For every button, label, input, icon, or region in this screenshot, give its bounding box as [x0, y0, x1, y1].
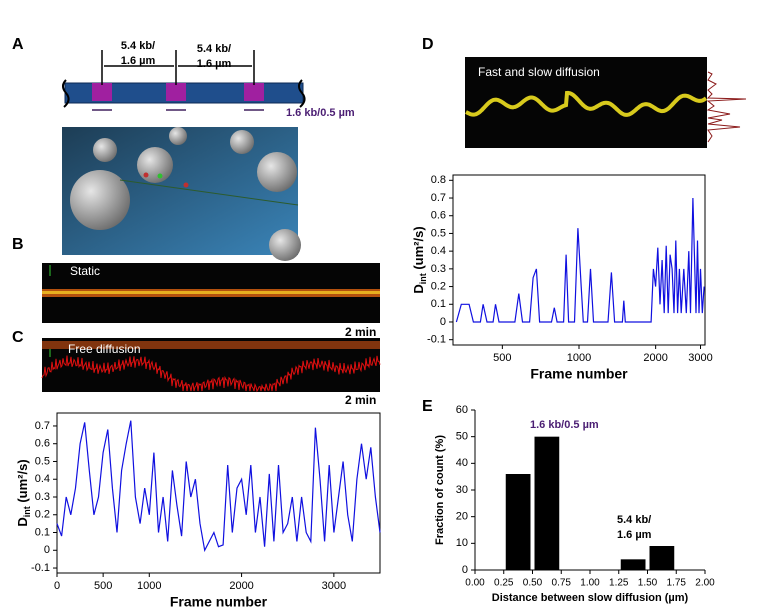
- spacing-label: 1.6 µm: [121, 55, 156, 67]
- x-tick-label: 0.00: [465, 578, 485, 589]
- y-tick-label: 30: [456, 484, 468, 496]
- kymograph-fast-slow: Fast and slow diffusion: [465, 57, 747, 148]
- y-tick-label: 20: [456, 511, 468, 523]
- x-tick-label: 0: [54, 580, 60, 592]
- y-axis-label: Fraction of count (%): [434, 435, 446, 545]
- bar: [534, 436, 560, 570]
- site-label: 1.6 kb/0.5 µm: [286, 107, 355, 119]
- x-tick-label: 1000: [137, 580, 161, 592]
- y-tick-label: 40: [456, 457, 468, 469]
- y-axis-label-main: D: [411, 284, 426, 293]
- x-tick-label: 500: [94, 580, 112, 592]
- panel-label: B: [12, 236, 24, 253]
- panel-label: A: [12, 36, 24, 53]
- x-tick-label: 500: [493, 352, 511, 364]
- y-tick-label: 0: [440, 316, 446, 328]
- x-tick-label: 0.75: [552, 578, 572, 589]
- y-axis-label: Dint (um²/s): [411, 226, 428, 293]
- x-tick-label: 1.50: [638, 578, 658, 589]
- y-tick-label: 0: [462, 564, 468, 576]
- y-axis-label-unit: (um²/s): [411, 226, 426, 273]
- y-axis-label-main: Fraction of count (%): [434, 435, 446, 545]
- panel-label: C: [12, 329, 24, 346]
- kymograph-label: Free diffusion: [68, 342, 141, 356]
- y-tick-label: 0.4: [431, 245, 446, 257]
- kymograph-label: Fast and slow diffusion: [478, 65, 600, 79]
- bar: [620, 559, 646, 570]
- y-axis-label-sub: int: [22, 506, 32, 517]
- y-tick-label: 0.2: [35, 509, 50, 521]
- y-tick-label: 10: [456, 537, 468, 549]
- 3d-render: [62, 127, 301, 261]
- plot-frame: [56, 412, 381, 574]
- y-tick-label: 50: [456, 431, 468, 443]
- y-tick-label: -0.1: [31, 562, 50, 574]
- y-tick-label: 0.4: [35, 473, 50, 485]
- x-tick-label: 1.75: [667, 578, 687, 589]
- x-tick-label: 3000: [688, 352, 712, 364]
- y-tick-label: 0.8: [431, 174, 446, 186]
- y-tick-label: 0.5: [431, 227, 446, 239]
- y-tick-label: -0.1: [427, 334, 446, 346]
- x-tick-label: 1.25: [609, 578, 629, 589]
- spacing-label: 5.4 kb/: [197, 43, 231, 55]
- y-axis-label-sub: int: [418, 273, 428, 284]
- panel-label: D: [422, 36, 434, 53]
- y-tick-label: 0.2: [431, 280, 446, 292]
- annotation: 1.6 kb/0.5 µm: [530, 419, 599, 431]
- x-tick-label: 2.00: [695, 578, 715, 589]
- y-tick-label: 0.3: [35, 491, 50, 503]
- annotation: 1.6 µm: [617, 529, 652, 541]
- x-tick-label: 2000: [643, 352, 667, 364]
- x-tick-label: 0.50: [523, 578, 543, 589]
- y-tick-label: 0.3: [431, 263, 446, 275]
- scale-label: 2 min: [345, 325, 376, 339]
- chart: -0.1 0 0.1 0.2 0.3 0.4 0.5 0.6 0.7 0 500 1000 2000 30…: [15, 412, 381, 610]
- spacing-label: 1.6 µm: [197, 58, 232, 70]
- annotation: 5.4 kb/: [617, 514, 651, 526]
- scale-label: 2 min: [345, 393, 376, 407]
- y-axis-label: Dint (um²/s): [15, 459, 32, 526]
- x-tick-label: 3000: [322, 580, 346, 592]
- panel-label: E: [422, 398, 433, 415]
- spacing-label: 5.4 kb/: [121, 40, 155, 52]
- y-tick-label: 0.6: [431, 210, 446, 222]
- dna-diagram: 5.4 kb/ 1.6 µm 5.4 kb/ 1.6 µm 1.6 kb/0.5…: [62, 40, 355, 119]
- kymograph-static: Static 2 min: [42, 263, 380, 339]
- y-tick-label: 0.7: [35, 420, 50, 432]
- x-tick-label: 0.25: [494, 578, 514, 589]
- kymograph-label: Static: [70, 264, 100, 278]
- x-axis-label: Frame number: [170, 594, 268, 608]
- y-axis-label-unit: (um²/s): [15, 459, 30, 506]
- x-tick-label: 2000: [229, 580, 253, 592]
- kymograph-free: Free diffusion 2 min: [41, 338, 381, 407]
- chart: -0.1 0 0.1 0.2 0.3 0.4 0.5 0.6 0.7 0.8 500 1000 2000…: [411, 174, 712, 381]
- y-tick-label: 0.6: [35, 438, 50, 450]
- y-tick-label: 60: [456, 404, 468, 416]
- x-tick-label: 1.00: [580, 578, 600, 589]
- chart: 0 10 20 30 40 50 60 0.00 0.25 0.50 0.75 1.00 1.25 1.5…: [434, 404, 715, 604]
- y-tick-label: 0.7: [431, 192, 446, 204]
- y-tick-label: 0: [44, 544, 50, 556]
- y-tick-label: 0.1: [431, 298, 446, 310]
- y-tick-label: 0.5: [35, 455, 50, 467]
- data-line: [455, 197, 705, 323]
- x-axis-label: Distance between slow diffusion (µm): [492, 592, 689, 604]
- bar: [649, 546, 675, 570]
- x-axis-label: Frame number: [530, 366, 628, 382]
- y-tick-label: 0.1: [35, 526, 50, 538]
- data-line: [56, 420, 381, 553]
- bar: [505, 474, 531, 570]
- x-tick-label: 1000: [567, 352, 591, 364]
- y-axis-label-main: D: [15, 517, 30, 526]
